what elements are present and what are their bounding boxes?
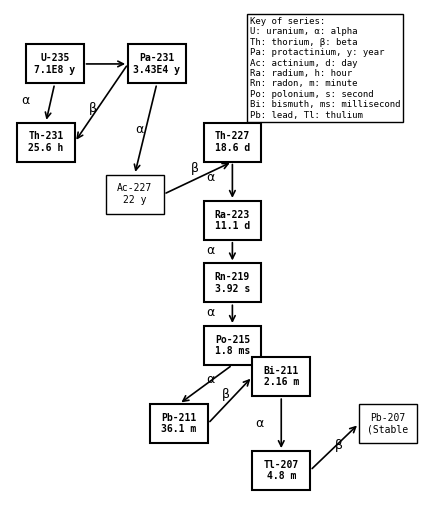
FancyBboxPatch shape	[203, 263, 261, 302]
FancyBboxPatch shape	[359, 404, 417, 443]
FancyBboxPatch shape	[128, 45, 186, 83]
Text: Pb-207
(Stable: Pb-207 (Stable	[367, 413, 409, 434]
FancyBboxPatch shape	[203, 123, 261, 162]
Text: Rn-219
3.92 s: Rn-219 3.92 s	[215, 272, 250, 293]
Text: β: β	[190, 162, 198, 174]
Text: α: α	[206, 373, 214, 386]
Text: U-235
7.1E8 y: U-235 7.1E8 y	[34, 53, 75, 75]
Text: β: β	[89, 102, 97, 115]
Text: Th-227
18.6 d: Th-227 18.6 d	[215, 132, 250, 153]
Text: Ra-223
11.1 d: Ra-223 11.1 d	[215, 210, 250, 231]
Text: Po-215
1.8 ms: Po-215 1.8 ms	[215, 335, 250, 356]
Text: α: α	[206, 171, 214, 184]
FancyBboxPatch shape	[106, 174, 164, 214]
FancyBboxPatch shape	[26, 45, 84, 83]
Text: Pb-211
36.1 m: Pb-211 36.1 m	[161, 413, 197, 434]
Text: α: α	[255, 417, 263, 430]
Text: Ac-227
22 y: Ac-227 22 y	[117, 183, 152, 205]
FancyBboxPatch shape	[203, 201, 261, 240]
Text: α: α	[206, 306, 214, 319]
FancyBboxPatch shape	[203, 326, 261, 365]
Text: Tl-207
4.8 m: Tl-207 4.8 m	[264, 460, 299, 481]
FancyBboxPatch shape	[253, 357, 310, 396]
Text: α: α	[135, 123, 143, 136]
Text: Bi-211
2.16 m: Bi-211 2.16 m	[264, 366, 299, 387]
Text: Th-231
25.6 h: Th-231 25.6 h	[28, 132, 63, 153]
FancyBboxPatch shape	[253, 451, 310, 490]
FancyBboxPatch shape	[17, 123, 75, 162]
FancyBboxPatch shape	[150, 404, 208, 443]
Text: α: α	[22, 94, 30, 107]
Text: Pa-231
3.43E4 y: Pa-231 3.43E4 y	[133, 53, 181, 75]
Text: β: β	[222, 388, 230, 401]
Text: Key of series:
U: uranium, α: alpha
Th: thorium, β: beta
Pa: protactinium, y: ye: Key of series: U: uranium, α: alpha Th: …	[250, 17, 401, 119]
Text: α: α	[206, 244, 214, 257]
Text: β: β	[335, 439, 343, 452]
